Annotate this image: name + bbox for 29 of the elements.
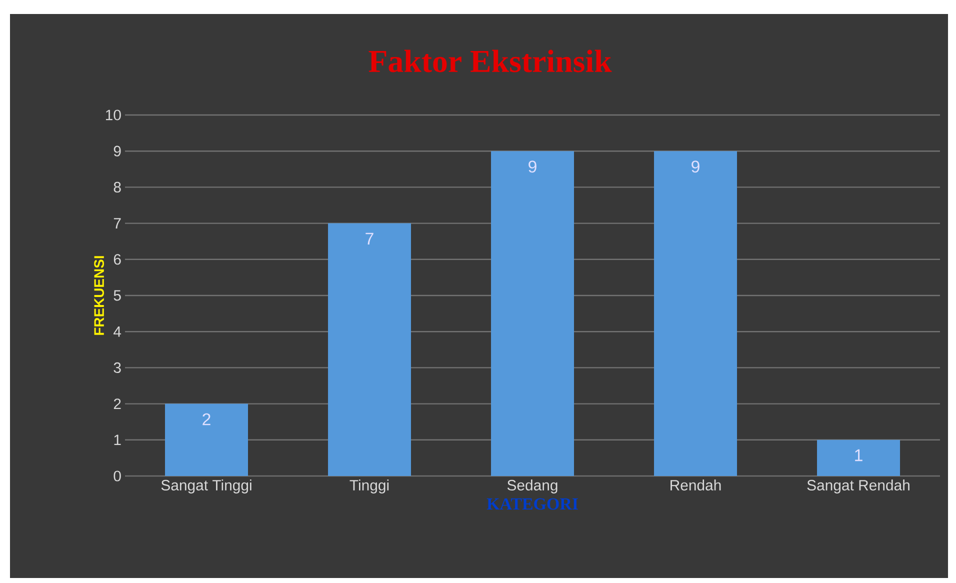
y-tick-label: 1 xyxy=(114,434,121,446)
x-axis-title: KATEGORI xyxy=(486,498,578,510)
bar xyxy=(165,404,248,476)
bar xyxy=(491,151,574,476)
x-tick-label: Rendah xyxy=(670,480,721,490)
y-tick-label: 6 xyxy=(114,254,121,265)
data-label: 9 xyxy=(692,160,700,173)
y-tick-label: 8 xyxy=(114,182,121,192)
y-tick-label: 3 xyxy=(114,362,121,373)
chart-title: Faktor Ekstrinsik xyxy=(368,50,612,72)
x-tick-label: Sangat Rendah xyxy=(807,480,910,494)
y-tick-label: 2 xyxy=(114,398,121,410)
bar xyxy=(817,440,900,476)
y-tick-label: 9 xyxy=(114,146,121,156)
y-tick-label: 5 xyxy=(114,290,121,301)
data-label: 9 xyxy=(528,160,536,173)
y-axis-title: FREKUENSI xyxy=(94,256,104,335)
x-tick-label: Sedang xyxy=(507,480,558,494)
data-label: 2 xyxy=(202,413,210,426)
y-tick-label: 10 xyxy=(106,110,121,120)
bar xyxy=(328,223,412,476)
data-label: 7 xyxy=(366,232,374,244)
y-tick-label: 4 xyxy=(114,326,122,337)
y-tick-label: 7 xyxy=(114,218,121,228)
data-label: 1 xyxy=(855,449,862,462)
x-tick-label: Sangat Tinggi xyxy=(161,480,252,494)
bar xyxy=(654,151,738,476)
y-tick-label: 0 xyxy=(114,470,121,482)
x-tick-label: Tinggi xyxy=(350,480,389,494)
